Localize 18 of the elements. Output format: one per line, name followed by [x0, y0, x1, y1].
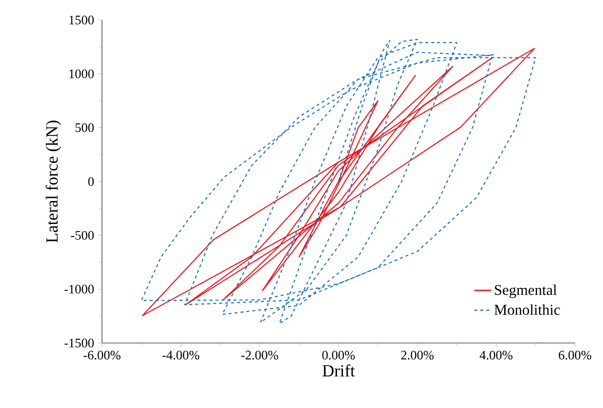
x-tick-label: -4.00% [162, 350, 200, 360]
x-tick-label: -6.00% [84, 350, 120, 360]
y-tick-label: -500 [70, 230, 94, 240]
x-tick-label: 2.00% [401, 350, 434, 360]
y-tick-label: 500 [76, 123, 94, 132]
y-tick-label: 0 [88, 177, 94, 186]
y-tick-label: 1000 [69, 69, 94, 78]
y-tick-label: 1500 [69, 16, 94, 24]
y-tick-label: -1500 [64, 338, 94, 348]
legend-label: Monolithic [494, 304, 560, 315]
legend-label: Segmental [494, 284, 557, 298]
x-tick-label: 6.00% [558, 350, 592, 360]
x-tick-label: 4.00% [480, 350, 512, 360]
x-tick-label: -2.00% [241, 350, 278, 360]
y-axis-title: Lateral force (kN) [46, 120, 62, 243]
y-tick-label: -1000 [64, 284, 94, 294]
x-tick-label: 0.00% [322, 350, 355, 360]
x-axis-title: Drift [322, 364, 355, 377]
